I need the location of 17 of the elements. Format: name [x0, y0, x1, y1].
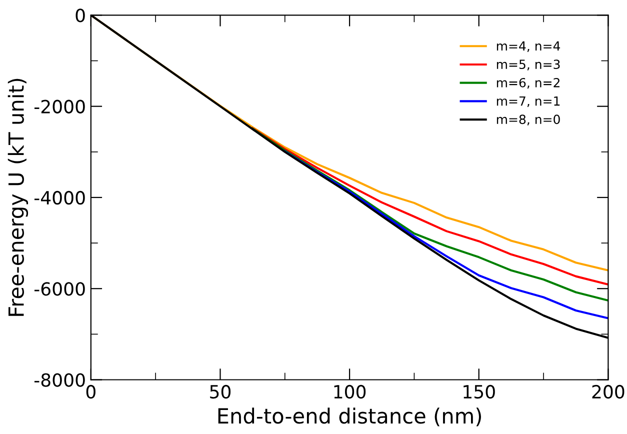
legend-label: m=6, n=2 [496, 78, 560, 89]
y-tick-label: -8000 [34, 373, 85, 387]
legend-label: m=8, n=0 [496, 114, 560, 126]
x-tick-label: 150 [464, 384, 495, 399]
x-tick-label: 200 [592, 384, 624, 399]
y-tick-label: -4000 [34, 190, 85, 205]
x-tick-label: 50 [210, 384, 231, 399]
y-tick-label: -2000 [34, 100, 85, 114]
legend-label: m=7, n=1 [496, 96, 560, 108]
x-axis-title: End-to-end distance (nm) [218, 408, 481, 426]
x-tick-label: 100 [334, 384, 366, 399]
legend-label: m=4, n=4 [496, 41, 560, 52]
y-tick-label: 0 [76, 8, 85, 22]
y-tick-label: -6000 [34, 282, 85, 296]
x-tick-label: 0 [86, 384, 96, 399]
legend-label: m=5, n=3 [496, 60, 560, 70]
y-axis-title: Free-energy U (kT unit) [8, 78, 28, 316]
